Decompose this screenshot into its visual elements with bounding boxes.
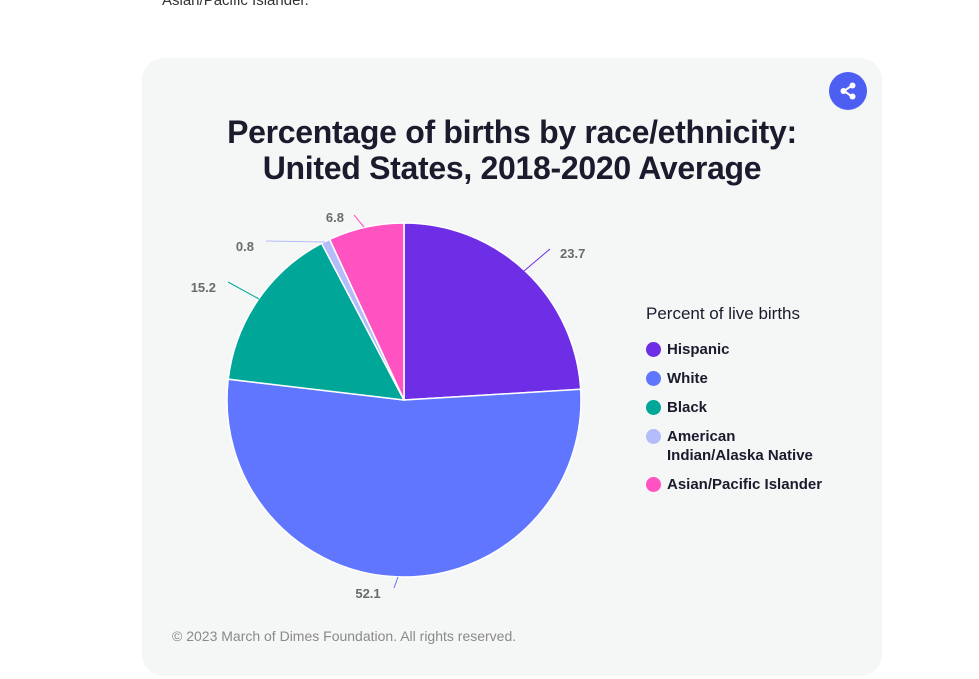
- leader-line-hispanic: [523, 248, 551, 272]
- legend-item-hispanic[interactable]: Hispanic: [646, 340, 876, 359]
- share-button[interactable]: [829, 72, 867, 110]
- legend-swatch: [646, 477, 661, 492]
- legend-swatch: [646, 429, 661, 444]
- pie-slice-black[interactable]: [227, 242, 406, 401]
- pie-slice-white[interactable]: [226, 378, 582, 578]
- chart-card: Percentage of births by race/ethnicity: …: [142, 58, 882, 676]
- copyright-notice: © 2023 March of Dimes Foundation. All ri…: [172, 628, 517, 644]
- legend-label: American Indian/Alaska Native: [667, 428, 813, 464]
- chart-title: Percentage of births by race/ethnicity: …: [142, 114, 882, 186]
- legend-label: Hispanic: [667, 341, 730, 358]
- legend-label: Asian/Pacific Islander: [667, 476, 823, 493]
- legend-item-white[interactable]: White: [646, 369, 876, 388]
- legend-item-black[interactable]: Black: [646, 398, 876, 417]
- legend-swatch: [646, 400, 661, 415]
- legend-label: Black: [667, 399, 708, 416]
- legend-item-asian-pacific-islander[interactable]: Asian/Pacific Islander: [646, 475, 876, 494]
- share-icon: [840, 82, 856, 100]
- legend-title: Percent of live births: [646, 304, 801, 323]
- legend-swatch: [646, 371, 661, 386]
- leader-line-american-indian-alaska-native: [265, 240, 326, 243]
- legend-label: White: [667, 370, 708, 387]
- chart-title-line-2: United States, 2018-2020 Average: [262, 150, 762, 186]
- data-label-asian-pacific-islander: 6.8: [326, 210, 344, 225]
- data-label-black: 15.2: [191, 280, 216, 295]
- intro-text-fragment: Asian/Pacific Islander.: [162, 0, 309, 9]
- pie-slice-hispanic[interactable]: [403, 222, 582, 401]
- pie-slice-asian-pacific-islander[interactable]: [328, 222, 405, 401]
- leader-line-white: [393, 576, 399, 589]
- legend-item-american-indian-alaska-native[interactable]: American Indian/Alaska Native: [646, 427, 876, 465]
- legend-swatch: [646, 342, 661, 357]
- chart-title-line-1: Percentage of births by race/ethnicity:: [227, 114, 797, 150]
- leader-line-asian-pacific-islander: [353, 214, 365, 228]
- pie-chart: 23.7 52.1 15.2 0.8 6.8: [191, 210, 586, 601]
- leader-line-black: [227, 281, 260, 300]
- data-label-white: 52.1: [355, 586, 380, 601]
- data-label-american-indian-alaska-native: 0.8: [236, 239, 254, 254]
- chart-legend: Percent of live births Hispanic White Blac…: [646, 304, 876, 504]
- data-label-hispanic: 23.7: [560, 246, 585, 261]
